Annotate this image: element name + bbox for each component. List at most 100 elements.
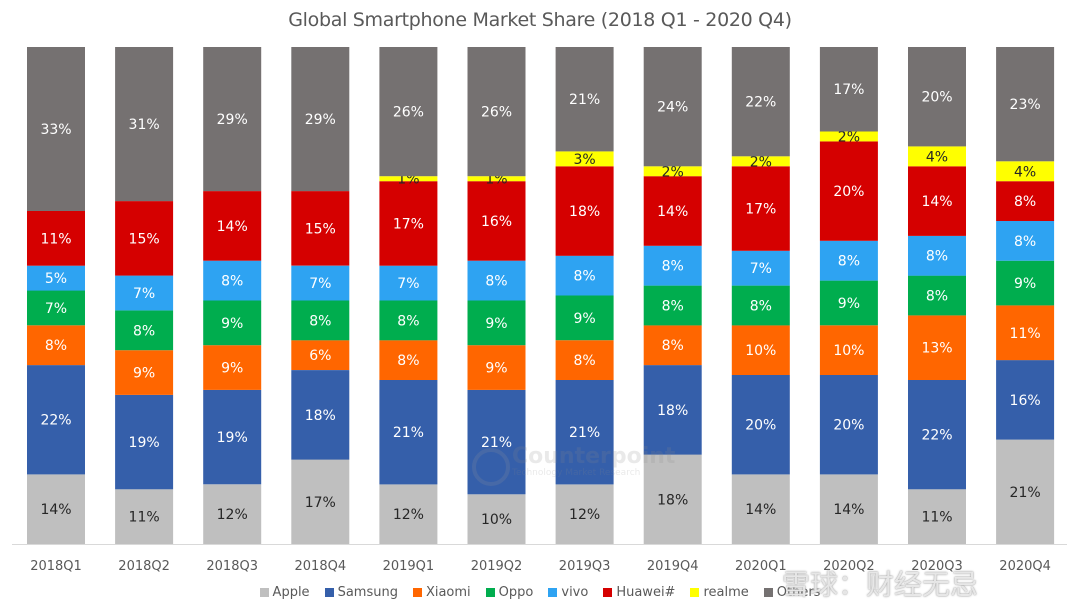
legend-swatch — [324, 588, 334, 597]
segment-vivo-2020Q2 — [819, 240, 878, 281]
x-tick-label-2018Q4: 2018Q4 — [295, 559, 347, 574]
segment-samsung-2020Q1 — [731, 375, 790, 475]
data-label-oppo-2020Q3: 8% — [926, 289, 948, 305]
data-label-huawei-2020Q1: 17% — [745, 202, 776, 218]
segment-xiaomi-2020Q1 — [731, 325, 790, 375]
segment-samsung-2018Q1 — [27, 365, 85, 475]
segment-samsung-2019Q2 — [467, 389, 526, 495]
x-tick-label-2020Q3: 2020Q3 — [911, 559, 963, 574]
segment-oppo-2020Q1 — [731, 285, 790, 326]
data-label-samsung-2020Q1: 20% — [745, 418, 776, 434]
segment-vivo-2018Q4 — [291, 265, 350, 301]
x-tick-label-2018Q2: 2018Q2 — [118, 559, 170, 574]
data-label-oppo-2020Q2: 9% — [838, 296, 860, 312]
data-label-samsung-2019Q2: 21% — [481, 435, 512, 451]
data-label-oppo-2018Q2: 8% — [133, 323, 155, 339]
segment-vivo-2020Q3 — [908, 235, 966, 276]
segment-realme-2020Q1 — [731, 156, 790, 167]
data-label-oppo-2019Q2: 9% — [485, 316, 507, 332]
data-label-realme-2019Q3: 3% — [573, 152, 595, 168]
segment-oppo-2020Q2 — [819, 280, 878, 326]
x-tick-label-2018Q1: 2018Q1 — [30, 559, 82, 574]
data-label-xiaomi-2019Q1: 8% — [397, 353, 419, 369]
segment-others-2018Q2 — [115, 47, 174, 202]
data-label-others-2020Q2: 17% — [833, 82, 864, 98]
segment-oppo-2020Q3 — [908, 275, 966, 316]
segment-apple-2019Q4 — [643, 454, 702, 544]
bar-2019Q4: 18% 18% 8% 8% 8% 14% 2% 24% — [643, 47, 702, 544]
data-label-samsung-2020Q2: 20% — [833, 418, 864, 434]
data-label-huawei-2018Q2: 15% — [129, 231, 160, 247]
data-label-xiaomi-2019Q3: 8% — [573, 353, 595, 369]
data-label-samsung-2018Q4: 18% — [305, 408, 336, 424]
segment-oppo-2019Q3 — [555, 295, 614, 341]
data-label-vivo-2019Q2: 8% — [485, 274, 507, 290]
data-label-vivo-2020Q3: 8% — [926, 249, 948, 265]
segment-others-2020Q3 — [908, 47, 966, 147]
segment-huawei-2019Q1 — [379, 181, 438, 266]
data-label-huawei-2019Q4: 14% — [657, 204, 688, 220]
segment-others-2019Q2 — [467, 47, 526, 177]
data-label-others-2018Q2: 31% — [129, 117, 160, 133]
segment-samsung-2019Q4 — [643, 365, 702, 455]
segment-huawei-2018Q2 — [115, 201, 174, 276]
legend-label: Samsung — [337, 585, 398, 600]
data-label-vivo-2020Q2: 8% — [838, 254, 860, 270]
segment-others-2018Q3 — [203, 47, 262, 192]
segment-huawei-2018Q4 — [291, 191, 350, 266]
segment-vivo-2018Q1 — [27, 265, 85, 291]
bar-2018Q4: 17% 18% 6% 8% 7% 15% 29% — [291, 47, 350, 544]
data-label-xiaomi-2019Q4: 8% — [662, 338, 684, 354]
segment-others-2019Q3 — [555, 47, 614, 152]
data-label-oppo-2019Q4: 8% — [662, 298, 684, 314]
data-label-xiaomi-2018Q1: 8% — [45, 338, 67, 354]
data-label-others-2020Q4: 23% — [1010, 97, 1041, 113]
segment-others-2020Q4 — [996, 47, 1055, 162]
data-label-oppo-2020Q4: 9% — [1014, 276, 1036, 292]
legend-item-apple: Apple — [259, 585, 310, 600]
legend-swatch — [259, 588, 269, 597]
data-label-others-2020Q3: 20% — [921, 90, 952, 106]
segment-vivo-2019Q3 — [555, 255, 614, 296]
segment-samsung-2020Q3 — [908, 380, 966, 490]
bars-group: 14%22%8%7%5%11%33%11%19%9%8%7%15%31%12%1… — [27, 47, 1055, 544]
chart-title: Global Smartphone Market Share (2018 Q1 … — [288, 9, 792, 31]
segment-samsung-2019Q3 — [555, 380, 614, 485]
segment-apple-2018Q3 — [203, 484, 262, 544]
segment-huawei-2018Q1 — [27, 211, 85, 266]
segment-vivo-2018Q2 — [115, 275, 174, 311]
data-label-huawei-2020Q3: 14% — [921, 194, 952, 210]
segment-apple-2019Q2 — [467, 494, 526, 544]
data-label-oppo-2019Q3: 9% — [573, 311, 595, 327]
legend-item-vivo: vivo — [548, 585, 588, 600]
segment-xiaomi-2018Q1 — [27, 325, 85, 366]
segment-realme-2020Q3 — [908, 146, 966, 167]
segment-oppo-2020Q4 — [996, 260, 1055, 306]
bar-2020Q3: 11% 22% 13% 8% 8% 14% 4% 20% — [908, 47, 966, 544]
segment-vivo-2020Q4 — [996, 220, 1055, 261]
data-label-apple-2018Q1: 14% — [40, 502, 71, 518]
segment-others-2018Q1 — [27, 47, 85, 211]
data-label-vivo-2019Q1: 7% — [397, 276, 419, 292]
legend-label: Xiaomi — [425, 585, 471, 600]
segment-apple-2020Q3 — [908, 489, 966, 544]
data-label-huawei-2019Q2: 16% — [481, 214, 512, 230]
segment-xiaomi-2020Q3 — [908, 315, 966, 380]
data-label-apple-2020Q4: 21% — [1010, 485, 1041, 501]
segment-oppo-2019Q2 — [467, 300, 526, 346]
data-label-huawei-2020Q4: 8% — [1014, 194, 1036, 210]
bar-2020Q4: 21% 16% 11% 9% 8% 8% 4% 23% — [996, 47, 1055, 544]
legend-label: Others — [776, 585, 821, 600]
legend-swatch — [690, 588, 700, 597]
segment-realme-2019Q4 — [643, 166, 702, 177]
data-label-samsung-2019Q3: 21% — [569, 425, 600, 441]
data-label-huawei-2018Q4: 15% — [305, 221, 336, 237]
segment-others-2019Q4 — [643, 47, 702, 167]
segment-huawei-2020Q2 — [819, 141, 878, 241]
legend-label: Huawei# — [616, 585, 676, 600]
legend-label: realme — [703, 585, 749, 600]
data-label-xiaomi-2018Q3: 9% — [221, 361, 243, 377]
x-tick-label-2019Q1: 2019Q1 — [383, 559, 435, 574]
segment-apple-2018Q1 — [27, 474, 85, 544]
